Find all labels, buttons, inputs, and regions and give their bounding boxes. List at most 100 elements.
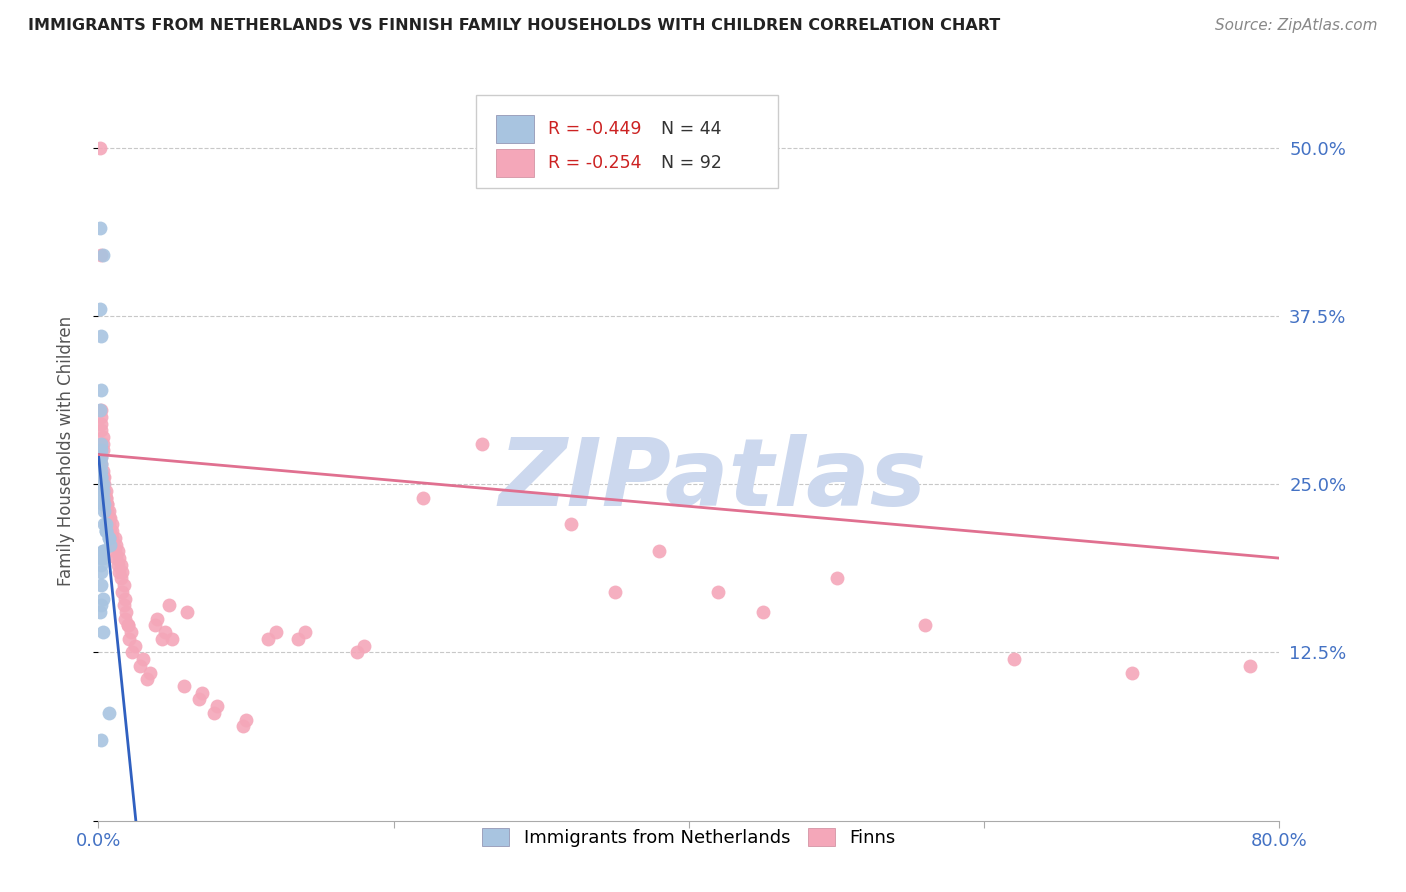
Point <box>257 632 280 646</box>
Point <box>202 706 225 720</box>
Point <box>91 477 114 491</box>
Point <box>90 457 112 471</box>
Point <box>97 517 120 532</box>
Point <box>235 713 257 727</box>
Point <box>605 584 627 599</box>
Point <box>90 450 112 465</box>
Point <box>89 403 111 417</box>
Text: N = 44: N = 44 <box>661 120 721 137</box>
Point <box>287 632 309 646</box>
Point <box>108 551 131 566</box>
Point <box>90 417 112 431</box>
Point <box>93 477 115 491</box>
Point <box>121 645 143 659</box>
Point <box>114 612 136 626</box>
Point <box>90 423 112 437</box>
Point <box>112 599 135 613</box>
Point <box>89 302 111 317</box>
Point <box>90 599 112 613</box>
Point <box>94 524 117 539</box>
Point <box>104 531 127 545</box>
Point <box>90 470 112 484</box>
Point <box>128 658 150 673</box>
Point <box>132 652 155 666</box>
Point <box>105 551 128 566</box>
Point <box>93 470 115 484</box>
Point <box>100 531 122 545</box>
Point <box>90 477 112 491</box>
Point <box>1121 665 1143 680</box>
Point <box>97 531 120 545</box>
Point <box>110 558 132 572</box>
Point <box>100 524 122 539</box>
Point <box>90 551 112 566</box>
Point <box>91 248 114 262</box>
Point <box>139 665 162 680</box>
Point <box>108 565 131 579</box>
Point <box>294 625 316 640</box>
Point <box>136 673 159 687</box>
Point <box>115 605 138 619</box>
Point <box>105 538 128 552</box>
Point <box>98 524 121 539</box>
Point <box>117 618 139 632</box>
Text: Source: ZipAtlas.com: Source: ZipAtlas.com <box>1215 18 1378 33</box>
Point <box>90 329 112 343</box>
Point <box>560 517 582 532</box>
FancyBboxPatch shape <box>477 95 778 187</box>
Point <box>353 639 375 653</box>
Point <box>346 645 368 659</box>
Point <box>94 497 117 511</box>
Point <box>93 497 115 511</box>
Point <box>91 544 114 558</box>
Point <box>90 491 112 505</box>
Point <box>93 504 115 518</box>
Point <box>90 578 112 592</box>
Point <box>1239 658 1261 673</box>
Point <box>96 497 118 511</box>
Point <box>90 450 112 465</box>
Point <box>90 383 112 397</box>
Point <box>90 558 112 572</box>
Point <box>91 436 114 450</box>
Point <box>97 531 120 545</box>
Point <box>107 544 129 558</box>
Legend: Immigrants from Netherlands, Finns: Immigrants from Netherlands, Finns <box>472 819 905 856</box>
Point <box>825 571 848 585</box>
Text: IMMIGRANTS FROM NETHERLANDS VS FINNISH FAMILY HOUSEHOLDS WITH CHILDREN CORRELATI: IMMIGRANTS FROM NETHERLANDS VS FINNISH F… <box>28 18 1001 33</box>
Point <box>153 625 176 640</box>
Point <box>90 248 112 262</box>
Point <box>103 538 125 552</box>
Point <box>90 457 112 471</box>
Point <box>90 483 112 498</box>
Point <box>90 464 112 478</box>
Point <box>173 679 195 693</box>
Point <box>98 510 121 524</box>
Bar <box>496 149 534 177</box>
Point <box>90 732 112 747</box>
Point <box>191 686 214 700</box>
Point <box>91 497 114 511</box>
Text: R = -0.254: R = -0.254 <box>548 153 643 171</box>
Point <box>90 477 112 491</box>
Point <box>120 625 142 640</box>
Point <box>90 443 112 458</box>
Point <box>162 632 183 646</box>
Point <box>648 544 671 558</box>
Point <box>91 443 114 458</box>
Point <box>91 430 114 444</box>
Point <box>471 436 494 450</box>
Point <box>91 551 114 566</box>
Point <box>187 692 209 706</box>
Point <box>93 517 115 532</box>
Point <box>104 544 127 558</box>
Point <box>93 483 115 498</box>
Text: N = 92: N = 92 <box>661 153 721 171</box>
Point <box>90 409 112 424</box>
Y-axis label: Family Households with Children: Family Households with Children <box>56 316 75 585</box>
Point <box>232 719 254 733</box>
Point <box>91 591 114 606</box>
Point <box>176 605 198 619</box>
Point <box>97 504 120 518</box>
Point <box>1002 652 1025 666</box>
